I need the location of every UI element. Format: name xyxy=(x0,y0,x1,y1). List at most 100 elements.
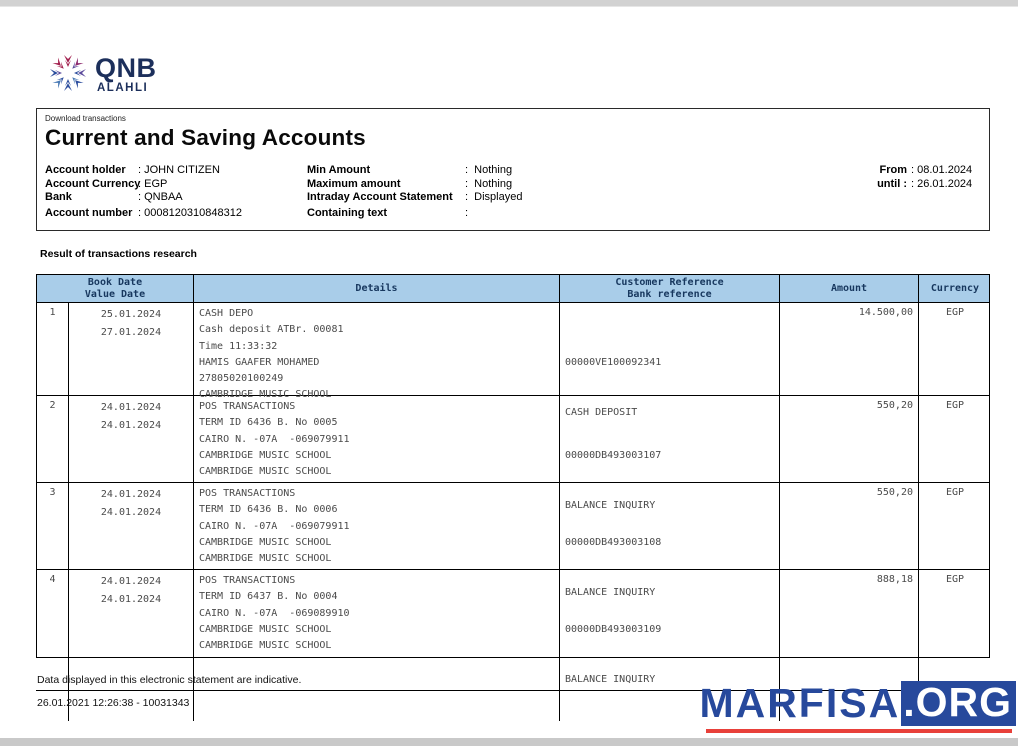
filter-account-number: Account number : 0008120310848312 xyxy=(45,207,307,221)
row-details: POS TRANSACTIONS TERM ID 6436 B. No 0006… xyxy=(194,483,560,634)
row-details: CASH DEPO Cash deposit ATBr. 00081 Time … xyxy=(194,303,560,454)
filter-value: : QNBAA xyxy=(138,191,183,203)
breadcrumb: Download transactions xyxy=(45,114,126,123)
header-customer-reference: Customer Reference xyxy=(615,276,724,288)
row-currency: EGP xyxy=(945,307,965,318)
header-reference: Customer Reference Bank reference xyxy=(560,275,780,302)
book-date: 25.01.2024 xyxy=(100,309,162,320)
filter-label: From xyxy=(879,164,908,176)
filter-column-amounts: Min Amount : Nothing Maximum amount : No… xyxy=(307,164,612,220)
footer-divider xyxy=(36,690,989,691)
filter-label: Account holder xyxy=(45,164,126,176)
bank-reference: BALANCE INQUIRY xyxy=(565,673,656,685)
filter-value: : JOHN CITIZEN xyxy=(138,164,220,176)
row-references: 00000DB493003107 BALANCE INQUIRY xyxy=(560,396,780,547)
value-date: 27.01.2024 xyxy=(100,327,162,338)
customer-reference: 00000VE100092341 xyxy=(565,357,662,368)
watermark-text: MARFISA .ORG xyxy=(699,681,1016,726)
watermark-name: MARFISA xyxy=(699,680,901,726)
filter-label: Maximum amount xyxy=(307,177,401,190)
filter-value: : xyxy=(465,206,469,219)
header-currency: Currency xyxy=(919,275,991,302)
table-row: 1 25.01.2024 27.01.2024 CASH DEPO Cash d… xyxy=(37,303,989,454)
qnb-alahli-logo: QNB ALAHLI xyxy=(48,53,157,95)
row-references: 00000DB493003109 BALANCE INQUIRY xyxy=(560,570,780,721)
row-currency: EGP xyxy=(945,574,965,585)
customer-reference: 00000DB493003107 xyxy=(565,450,662,461)
filter-label: Account Currency xyxy=(45,177,141,190)
book-date: 24.01.2024 xyxy=(100,489,162,500)
filter-value: : EGP xyxy=(138,177,168,190)
page-top-edge xyxy=(0,0,1018,7)
filter-column-account: Account holder : JOHN CITIZEN Account Cu… xyxy=(45,164,307,220)
watermark-tld: .ORG xyxy=(901,681,1016,726)
table-row: 3 24.01.2024 24.01.2024 POS TRANSACTIONS… xyxy=(37,483,989,634)
row-amount: 888,18 xyxy=(780,570,919,721)
filter-summary: Account holder : JOHN CITIZEN Account Cu… xyxy=(45,164,981,220)
filter-value: : 26.01.2024 xyxy=(911,177,973,190)
filter-label: Account number xyxy=(45,206,133,219)
filter-value: : Nothing xyxy=(465,164,513,176)
row-details: POS TRANSACTIONS TERM ID 6437 B. No 0004… xyxy=(194,570,560,721)
filter-from-date: From : 08.01.2024 xyxy=(867,164,973,178)
filter-column-dates: From : 08.01.2024 until : : 26.01.2024 xyxy=(867,164,972,220)
filter-label: Containing text xyxy=(307,206,388,219)
row-number: 3 xyxy=(37,483,69,634)
filter-label: Min Amount xyxy=(307,164,371,176)
customer-reference: 00000DB493003108 xyxy=(565,537,662,548)
logo-alahli-text: ALAHLI xyxy=(97,82,149,94)
header-details-label: Details xyxy=(355,282,398,294)
bank-reference: CASH DEPOSIT xyxy=(565,406,638,418)
bank-reference: BALANCE INQUIRY xyxy=(565,586,656,598)
row-dates: 24.01.2024 24.01.2024 xyxy=(69,396,194,547)
row-currency: EGP xyxy=(945,400,965,411)
watermark-red-underline xyxy=(706,729,1012,733)
row-dates: 24.01.2024 24.01.2024 xyxy=(69,483,194,634)
book-date: 24.01.2024 xyxy=(100,402,162,413)
header-details: Details xyxy=(194,275,560,302)
generated-timestamp: 26.01.2021 12:26:38 - 10031343 xyxy=(37,697,190,709)
header-amount-label: Amount xyxy=(830,282,868,294)
logo-wordmark: QNB ALAHLI xyxy=(95,55,157,95)
value-date: 24.01.2024 xyxy=(100,507,162,518)
filter-label: Bank xyxy=(45,191,72,203)
filter-label: Intraday Account Statement xyxy=(307,191,453,203)
filter-bank: Bank : QNBAA xyxy=(45,191,307,205)
filter-containing-text: Containing text : xyxy=(307,207,612,221)
row-dates: 25.01.2024 27.01.2024 xyxy=(69,303,194,454)
row-number: 1 xyxy=(37,303,69,454)
logo-qnb-text: QNB xyxy=(95,53,157,83)
table-header-row: Book Date Value Date Details Customer Re… xyxy=(37,275,989,303)
row-amount: 550,20 xyxy=(780,396,919,547)
indicative-note: Data displayed in this electronic statem… xyxy=(37,674,302,686)
filter-value: : 08.01.2024 xyxy=(911,164,973,176)
filter-until-date: until : : 26.01.2024 xyxy=(867,178,972,192)
filter-value: : Nothing xyxy=(465,177,513,190)
filter-label: until : xyxy=(877,177,907,190)
row-amount: 14.500,00 xyxy=(780,303,919,454)
results-heading: Result of transactions research xyxy=(40,248,197,260)
table-row: 2 24.01.2024 24.01.2024 POS TRANSACTIONS… xyxy=(37,396,989,547)
page-title: Current and Saving Accounts xyxy=(45,125,366,150)
row-number: 2 xyxy=(37,396,69,547)
filter-intraday-statement: Intraday Account Statement : Displayed xyxy=(307,191,612,205)
filter-value: : Displayed xyxy=(465,191,523,203)
value-date: 24.01.2024 xyxy=(100,420,162,431)
qnb-star-icon xyxy=(50,55,86,91)
row-references: 00000DB493003108 BALANCE INQUIRY xyxy=(560,483,780,634)
header-book-value-date: Book Date Value Date xyxy=(37,275,194,302)
header-currency-label: Currency xyxy=(930,282,980,294)
filter-maximum-amount: Maximum amount : Nothing xyxy=(307,178,612,192)
row-details: POS TRANSACTIONS TERM ID 6436 B. No 0005… xyxy=(194,396,560,547)
marfisa-watermark: MARFISA .ORG xyxy=(699,681,1016,733)
row-references: 00000VE100092341 CASH DEPOSIT xyxy=(560,303,780,454)
table-row: 4 24.01.2024 24.01.2024 POS TRANSACTIONS… xyxy=(37,570,989,721)
book-date: 24.01.2024 xyxy=(100,576,162,587)
header-bank-reference: Bank reference xyxy=(627,288,712,300)
header-amount: Amount xyxy=(780,275,919,302)
customer-reference: 00000DB493003109 xyxy=(565,624,662,635)
header-value-date: Value Date xyxy=(84,288,146,300)
filter-account-currency: Account Currency : EGP xyxy=(45,178,307,192)
value-date: 24.01.2024 xyxy=(100,594,162,605)
row-amount: 550,20 xyxy=(780,483,919,634)
